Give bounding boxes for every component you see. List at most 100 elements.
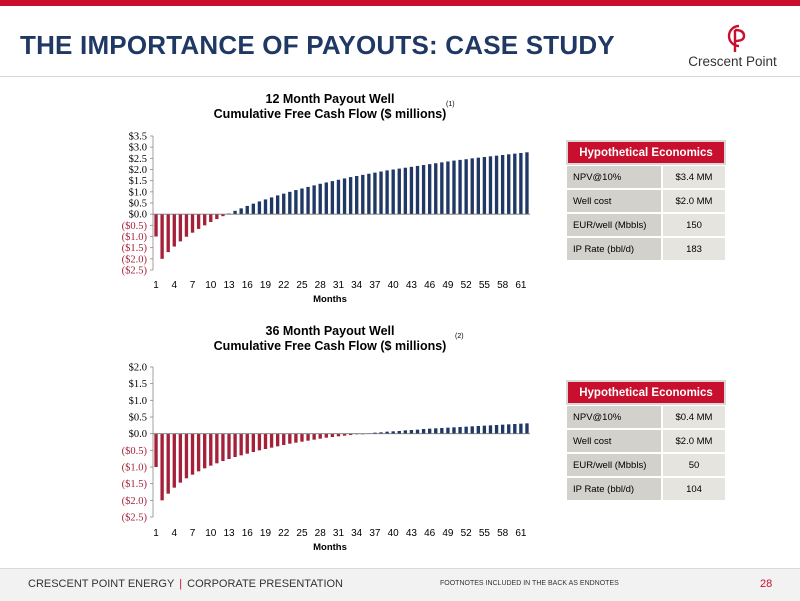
chart-1-footnote: (1) [446, 101, 455, 108]
bar [440, 162, 444, 215]
bar [336, 433, 341, 437]
crescent-point-logo-icon [727, 24, 746, 52]
x-tick-label: 22 [278, 280, 290, 291]
bar [324, 182, 328, 215]
row-value: 183 [662, 237, 726, 261]
x-tick-label: 37 [369, 280, 381, 291]
table-row: NPV@10% $0.4 MM [566, 405, 726, 429]
bar [391, 431, 395, 434]
bar [409, 430, 414, 434]
bar [507, 424, 511, 434]
x-tick-label: 40 [388, 528, 400, 539]
bar [263, 199, 268, 215]
chart-1-subtitle: Cumulative Free Cash Flow ($ millions) [213, 107, 447, 121]
x-tick-label: 61 [515, 280, 527, 291]
bar [519, 423, 523, 434]
bar [300, 188, 304, 215]
bar [342, 433, 347, 436]
x-tick-label: 19 [260, 280, 272, 291]
bar [318, 433, 322, 439]
bar [379, 171, 383, 215]
bar [397, 431, 401, 434]
y-tick-label: $1.5 [129, 176, 147, 187]
bar [178, 433, 183, 483]
bar [470, 426, 474, 434]
y-tick-label: $2.5 [129, 154, 147, 165]
bar [427, 164, 432, 215]
chart-2-bar-chart: $2.0 $1.5 $1.0 $0.5 $0.0 ($0.5) ($1.0) ($1.5) ($… [122, 363, 530, 553]
table-row: Well cost $2.0 MM [566, 429, 726, 453]
row-label: EUR/well (Mbbls) [566, 453, 662, 477]
x-tick-label: 34 [351, 528, 363, 539]
table-row: NPV@10% $3.4 MM [566, 165, 726, 189]
bar [239, 433, 243, 456]
bar [464, 426, 468, 434]
x-tick-label: 16 [242, 280, 254, 291]
x-tick-label: 61 [515, 528, 527, 539]
economics-table-1: Hypothetical Economics NPV@10% $3.4 MM We… [566, 140, 726, 261]
footer-note: FOOTNOTES INCLUDED IN THE BACK AS ENDNOT… [440, 580, 619, 587]
bar [355, 175, 359, 215]
x-tick-label: 49 [442, 280, 454, 291]
y-tick-label: $0.5 [129, 199, 147, 210]
bar [421, 165, 426, 215]
economics-table-1-header: Hypothetical Economics [566, 140, 726, 165]
bar [233, 433, 237, 457]
bar [154, 214, 158, 237]
x-tick-label: 28 [315, 280, 327, 291]
y-tick-label: $1.5 [129, 379, 147, 390]
x-tick-label: 10 [205, 528, 217, 539]
bar [446, 427, 450, 434]
table-row: EUR/well (Mbbls) 150 [566, 213, 726, 237]
bar [209, 433, 213, 466]
bar [166, 433, 170, 494]
bar [458, 427, 462, 434]
bar [172, 433, 176, 488]
x-tick-label: 1 [153, 528, 159, 539]
bar [196, 214, 201, 229]
y-tick-label: $0.5 [129, 413, 147, 424]
bar [415, 429, 420, 434]
row-label: NPV@10% [566, 165, 662, 189]
x-axis-label: Months [313, 542, 347, 553]
y-tick-label: ($1.5) [122, 243, 148, 254]
bar [160, 214, 164, 259]
bar [306, 186, 310, 215]
x-tick-label: 19 [260, 528, 272, 539]
y-tick-label: $1.0 [129, 187, 147, 198]
y-tick-label: ($1.0) [122, 463, 148, 474]
footer: CRESCENT POINT ENERGY | CORPORATE PRESENTA… [0, 568, 800, 601]
x-tick-label: 4 [172, 280, 178, 291]
bar [203, 433, 207, 469]
bar [288, 433, 292, 444]
x-tick-label: 22 [278, 528, 290, 539]
bar [275, 195, 280, 215]
x-tick-label: 58 [497, 528, 509, 539]
x-tick-label: 46 [424, 528, 436, 539]
bar [330, 181, 335, 215]
bar [312, 185, 316, 215]
table-row: Well cost $2.0 MM [566, 189, 726, 213]
row-label: Well cost [566, 429, 662, 453]
economics-table-2: Hypothetical Economics NPV@10% $0.4 MM We… [566, 380, 726, 501]
bar [348, 177, 353, 215]
y-tick-label: $0.0 [129, 210, 147, 221]
footer-company: CRESCENT POINT ENERGY [28, 578, 175, 590]
bar [476, 157, 480, 215]
x-tick-label: 43 [406, 280, 418, 291]
bar [500, 154, 505, 215]
bar [324, 433, 328, 438]
bar [348, 433, 353, 435]
table-row: IP Rate (bbl/d) 183 [566, 237, 726, 261]
bar [269, 197, 274, 215]
y-tick-label: $1.0 [129, 396, 147, 407]
bar [300, 433, 304, 442]
x-axis-label: Months [313, 294, 347, 305]
bar [221, 433, 225, 461]
bar [403, 167, 408, 215]
x-tick-label: 34 [351, 280, 363, 291]
y-tick-label: ($1.0) [122, 232, 148, 243]
bar [330, 433, 335, 437]
bar [452, 160, 456, 215]
bar [513, 424, 517, 434]
